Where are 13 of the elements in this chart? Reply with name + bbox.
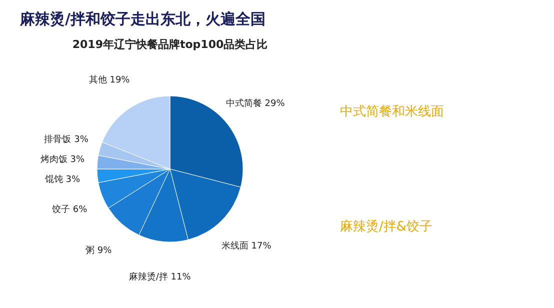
slice-label: 馄饨 3%	[44, 174, 80, 186]
slice-label: 其他 19%	[88, 74, 130, 86]
text: 麻辣烫/拌&饺子	[340, 220, 433, 234]
slice-label: 米线面 17%	[221, 240, 272, 252]
slice-label: 中式简餐 29%	[226, 98, 286, 109]
slice-label: 麻辣烫/拌 11%	[128, 272, 192, 283]
chart-subtitle: 2019年辽宁快餐品牌top100品类占比	[72, 38, 268, 51]
slice-label: 粥 9%	[86, 245, 112, 256]
slice-label: 饺子 6%	[51, 204, 88, 215]
slice-label: 排骨饭 3%	[44, 134, 89, 145]
text: 中式简餐和米线面	[340, 104, 444, 120]
chart-title: 麻辣烫/拌和饺子走出东北，火遍全国	[19, 10, 266, 28]
slice-label: 烤肉饭 3%	[40, 154, 85, 165]
